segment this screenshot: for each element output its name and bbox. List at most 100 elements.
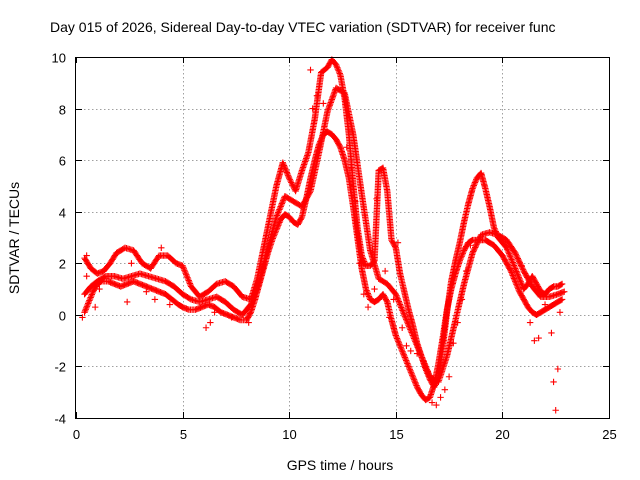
x-axis-label: GPS time / hours [287,457,394,473]
data-point [558,296,566,303]
data-point [336,70,343,77]
y-tick-label: 4 [59,206,66,221]
data-point [278,201,285,209]
data-point [87,294,94,301]
data-point [286,176,294,183]
data-point [471,180,478,188]
data-point [410,375,417,382]
data-point [364,290,371,297]
data-point [509,259,516,266]
data-point [402,314,409,321]
data-point [166,301,174,308]
data-point [283,169,291,176]
data-point [283,167,290,175]
data-point [96,285,103,293]
data-point [347,164,355,172]
y-tick-label: -4 [54,412,66,427]
tick-labels: 0 5 10 15 20 25 -4 -2 0 2 4 6 8 10 [52,51,617,443]
data-point [207,319,214,326]
data-point [513,281,520,288]
data-point [285,173,292,180]
data-point [407,369,415,376]
data-point [492,228,499,235]
data-point [403,342,410,349]
data-point [336,142,343,150]
data-point [460,248,467,256]
data-point [541,301,549,308]
data-point [143,288,150,295]
data-point [462,267,470,275]
y-axis-label: SDTVAR / TECUs [6,182,22,294]
data-point [558,280,566,288]
data-point [513,253,521,261]
data-point [394,239,402,246]
x-tick-label: 25 [602,427,616,442]
data-point [554,365,562,373]
data-point [186,280,194,287]
y-tick-label: 8 [59,103,66,118]
data-point [424,368,431,375]
data-point [517,278,524,285]
data-point [508,270,516,278]
data-point [557,281,565,288]
data-point [471,179,479,186]
data-point [531,337,538,344]
data-point [279,159,286,166]
data-point [82,306,89,313]
data-point [397,302,404,310]
data-point [401,313,409,320]
data-point [275,207,283,215]
data-point [510,260,517,268]
data-point [548,329,555,337]
y-tick-label: 0 [59,309,66,324]
plot-frame [75,57,610,419]
data-point [278,200,286,207]
data-point [398,304,405,311]
data-point [364,303,372,311]
data-point [504,246,511,253]
data-point [390,296,397,303]
data-point [273,213,280,221]
data-point [475,235,483,243]
data-point [513,269,521,277]
data-point [273,212,281,219]
data-point [407,347,414,355]
data-point [433,401,440,409]
data-point [404,360,411,367]
data-point [279,197,287,204]
series-lower-band [81,128,566,404]
data-point [365,293,373,300]
data-point [535,334,542,342]
data-point [399,308,407,316]
data-point [400,310,407,317]
data-point [245,319,252,326]
y-tick-label: 6 [59,154,66,169]
data-point [432,379,440,386]
data-point [281,163,288,171]
data-point [86,297,93,304]
data-point [469,249,476,257]
data-point [386,314,393,321]
data-point [83,303,91,310]
data-point [401,311,408,319]
data-point [334,64,341,71]
data-point [490,223,498,231]
data-point [473,241,480,248]
data-point [395,298,403,305]
data-point [515,274,523,281]
data-point [515,272,522,280]
data-point [181,267,188,274]
data-point [399,307,406,314]
data-point [459,250,467,257]
data-point [181,268,189,275]
data-point [397,344,404,351]
data-point [515,258,523,265]
data-point [556,309,564,316]
data-point [437,394,444,401]
data-point [450,340,457,347]
data-point [284,170,291,178]
data-point [399,349,407,357]
data-point [402,357,410,364]
data-point [202,324,210,331]
data-point [508,269,515,276]
